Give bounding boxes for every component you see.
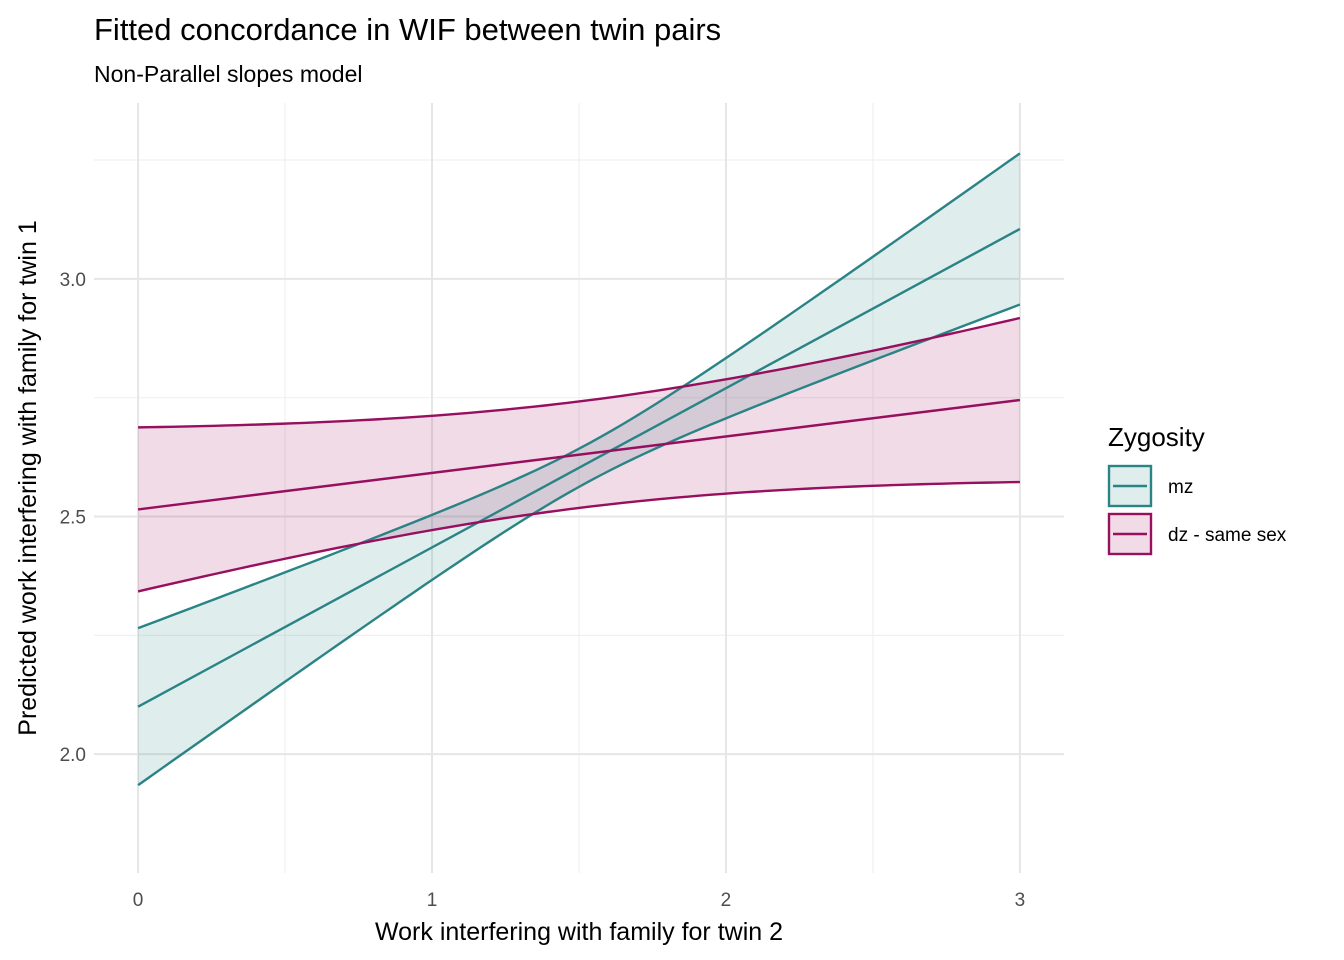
y-tick-label: 2.0	[60, 745, 86, 766]
upper-bound-mz	[137, 152, 1021, 630]
fit-lines	[137, 152, 1021, 787]
chart-subtitle: Non-Parallel slopes model	[94, 61, 362, 87]
legend-label-mz: mz	[1168, 477, 1193, 498]
y-tick-label: 2.5	[60, 508, 86, 529]
x-axis-ticks: 0 1 2 3	[133, 890, 1025, 911]
legend-label-dz-same-sex: dz - same sex	[1168, 525, 1287, 546]
y-axis-title: Predicted work interfering with family f…	[14, 220, 42, 735]
x-tick-label: 0	[133, 890, 144, 911]
x-axis-title: Work interfering with family for twin 2	[375, 918, 783, 946]
fit-line-mz	[137, 227, 1021, 708]
x-tick-label: 3	[1015, 890, 1026, 911]
y-axis-ticks: 2.0 2.5 3.0	[60, 270, 86, 766]
chart-title: Fitted concordance in WIF between twin p…	[94, 12, 721, 47]
lower-bound-mz	[137, 303, 1021, 787]
legend: Zygosity mz dz - same sex	[1107, 422, 1287, 556]
band-mz	[138, 153, 1020, 786]
upper-bound-dz-same-sex	[138, 316, 1021, 429]
y-tick-label: 3.0	[60, 270, 86, 291]
lower-bound-dz-same-sex	[137, 480, 1020, 593]
x-tick-label: 1	[427, 890, 438, 911]
x-tick-label: 2	[721, 890, 732, 911]
fit-line-dz-same-sex	[137, 398, 1021, 511]
grid	[94, 103, 1064, 873]
legend-title: Zygosity	[1108, 422, 1205, 452]
